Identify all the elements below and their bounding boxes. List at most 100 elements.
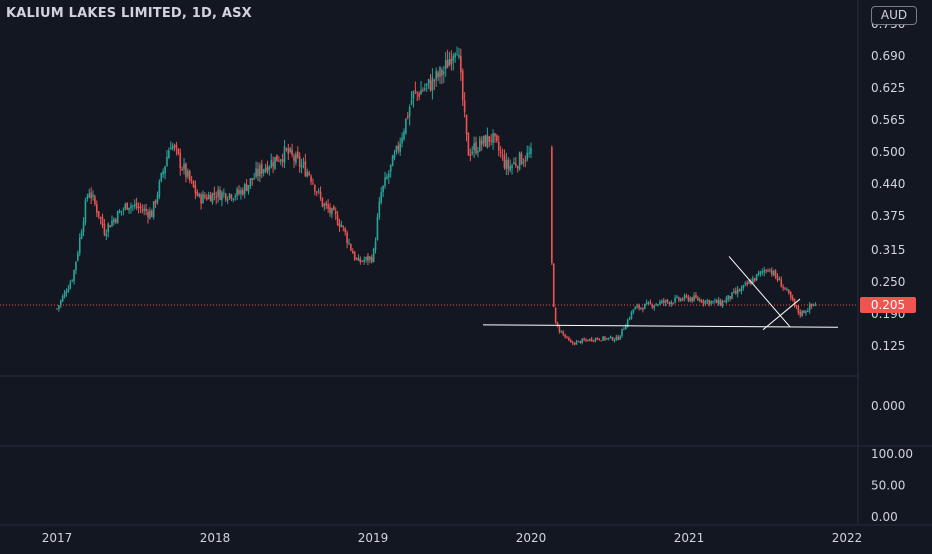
- candle-body: [609, 336, 612, 339]
- candle-body: [274, 157, 276, 169]
- candle-body: [767, 270, 769, 272]
- candle-body: [757, 273, 760, 275]
- candle-body: [640, 307, 642, 309]
- candle-body: [700, 300, 703, 303]
- candle-body: [298, 156, 301, 167]
- candle-body: [226, 199, 229, 201]
- candle-body: [363, 260, 365, 262]
- y-tick-label: 0.125: [871, 339, 905, 353]
- candle-body: [770, 270, 773, 275]
- trendline-descending: [728, 256, 791, 328]
- candle-body: [213, 192, 216, 195]
- candle-body: [551, 147, 553, 263]
- candle-body: [560, 331, 563, 333]
- candle-body: [56, 308, 58, 310]
- candle-body: [467, 133, 470, 156]
- candle-body: [192, 180, 195, 188]
- candle-body: [124, 204, 127, 209]
- candle-body: [513, 162, 515, 165]
- candle-body: [575, 341, 578, 345]
- candle-body: [634, 306, 637, 310]
- y-tick-label: 0.375: [871, 209, 905, 223]
- candle-body: [461, 70, 464, 101]
- candle-body: [697, 297, 699, 301]
- candle-body: [458, 55, 460, 58]
- candle-body: [729, 296, 731, 299]
- candle-body: [187, 170, 189, 177]
- candle-body: [327, 204, 329, 209]
- candle-body: [721, 301, 724, 307]
- candle-body: [761, 271, 764, 273]
- candle-body: [179, 152, 182, 169]
- candle-body: [698, 299, 701, 302]
- candle-body: [166, 156, 168, 167]
- candle-body: [92, 194, 94, 197]
- candle-body: [310, 176, 312, 182]
- candle-body: [71, 280, 73, 282]
- candle-body: [708, 300, 711, 305]
- candle-body: [738, 290, 741, 292]
- candle-body: [753, 277, 756, 281]
- sub-y-tick-label: 50.00: [871, 479, 905, 493]
- candle-body: [530, 147, 532, 154]
- candle-body: [793, 298, 796, 305]
- candle-body: [712, 301, 714, 303]
- candle-body: [719, 300, 722, 306]
- candle-body: [232, 198, 235, 200]
- candle-body: [444, 60, 447, 70]
- candle-body: [679, 298, 682, 302]
- candle-body: [215, 196, 218, 198]
- candle-body: [376, 217, 379, 240]
- candle-body: [615, 336, 618, 340]
- candle-body: [255, 168, 257, 177]
- candle-body: [626, 319, 629, 327]
- candle-body: [579, 341, 582, 344]
- candle-body: [200, 194, 202, 204]
- candle-body: [264, 167, 267, 172]
- candle-body: [429, 80, 432, 91]
- candle-body: [653, 305, 656, 308]
- x-tick-label: 2019: [358, 531, 389, 545]
- candle-body: [577, 340, 580, 342]
- candle-body: [422, 89, 424, 91]
- candle-body: [270, 159, 273, 168]
- sub-y-tick-label: 0.00: [871, 510, 898, 524]
- candle-body: [238, 189, 240, 194]
- candle-body: [96, 204, 98, 213]
- x-tick-label: 2022: [832, 531, 863, 545]
- candle-body: [554, 307, 557, 324]
- candle-body: [367, 255, 369, 261]
- candle-body: [317, 190, 320, 192]
- candle-body: [774, 270, 777, 277]
- candle-body: [763, 270, 766, 273]
- candle-body: [223, 192, 225, 194]
- candle-body: [528, 152, 530, 155]
- candle-body: [499, 151, 502, 153]
- candle-body: [791, 297, 794, 300]
- candle-body: [405, 118, 407, 134]
- candle-body: [147, 211, 149, 218]
- candle-body: [209, 194, 212, 202]
- y-tick-label: 0.625: [871, 81, 905, 95]
- candle-body: [564, 334, 566, 337]
- candle-body: [348, 242, 350, 244]
- candle-body: [266, 165, 269, 173]
- candle-body: [600, 340, 602, 342]
- candle-body: [399, 143, 401, 152]
- trendline-ascending: [762, 298, 801, 331]
- candle-body: [471, 151, 474, 154]
- candle-body: [386, 176, 388, 179]
- currency-button[interactable]: AUD: [871, 6, 917, 25]
- candle-body: [359, 258, 362, 263]
- candle-body: [621, 328, 623, 336]
- candle-body: [465, 114, 468, 135]
- candle-body: [725, 298, 728, 303]
- candle-body: [606, 338, 608, 340]
- candle-body: [691, 297, 693, 301]
- candle-body: [613, 339, 616, 341]
- candle-body: [488, 136, 491, 142]
- trendlines[interactable]: [482, 256, 839, 331]
- candle-body: [338, 223, 341, 227]
